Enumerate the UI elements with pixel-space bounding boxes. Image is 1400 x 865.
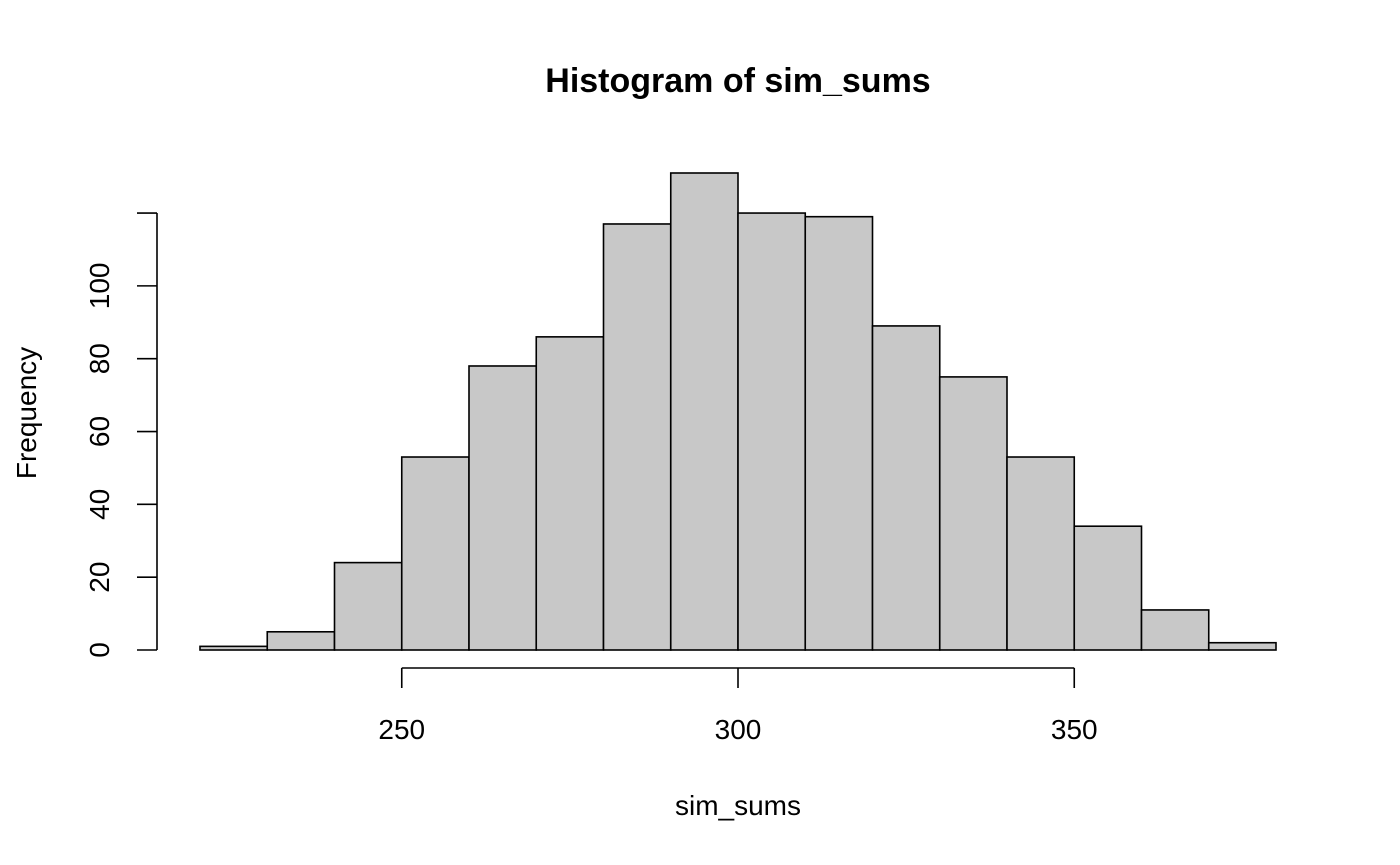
histogram-bars — [199, 172, 1277, 651]
histogram-bar-310-320 — [804, 215, 874, 651]
x-axis: 250 300 350 — [378, 667, 1098, 745]
histogram-bar-260-270 — [468, 365, 538, 651]
histogram-bar-340-350 — [1006, 456, 1076, 651]
y-axis: 0 20 40 60 80 100 — [84, 212, 158, 658]
histogram-bar-280-290 — [602, 223, 672, 651]
histogram-bar-360-370 — [1140, 609, 1210, 651]
x-tick-label-250: 250 — [378, 714, 425, 745]
y-tick-label-0: 0 — [84, 642, 115, 658]
y-tick-label-60: 60 — [84, 416, 115, 447]
histogram-bar-300-310 — [737, 212, 807, 651]
chart-title: Histogram of sim_sums — [545, 62, 930, 100]
histogram-bar-320-330 — [871, 325, 941, 651]
histogram-bar-370-380 — [1207, 641, 1277, 651]
histogram-bar-220-230 — [199, 645, 269, 651]
y-tick-label-40: 40 — [84, 489, 115, 520]
histogram-bar-330-340 — [938, 376, 1008, 651]
x-tick-label-350: 350 — [1051, 714, 1098, 745]
x-axis-label: sim_sums — [675, 790, 801, 821]
histogram-bar-230-240 — [266, 630, 336, 651]
y-tick-label-100: 100 — [84, 263, 115, 310]
x-tick-label-300: 300 — [715, 714, 762, 745]
histogram-bar-250-260 — [400, 456, 470, 651]
histogram-bar-270-280 — [535, 336, 605, 651]
y-axis-label: Frequency — [11, 347, 42, 479]
y-tick-label-20: 20 — [84, 562, 115, 593]
histogram-bar-350-360 — [1073, 525, 1143, 651]
histogram-bar-290-300 — [669, 172, 739, 651]
histogram-bar-240-250 — [333, 561, 403, 651]
y-tick-label-80: 80 — [84, 343, 115, 374]
